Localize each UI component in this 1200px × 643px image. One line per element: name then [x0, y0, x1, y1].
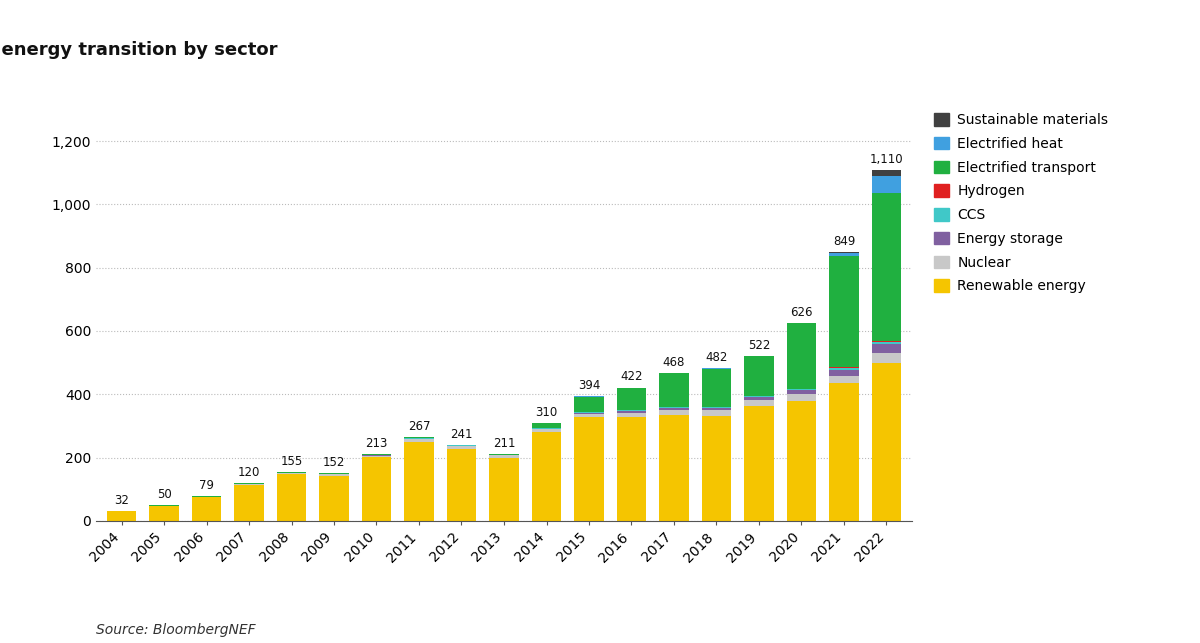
- Text: 50: 50: [157, 488, 172, 501]
- Bar: [361, 454, 391, 455]
- Text: 155: 155: [281, 455, 302, 468]
- Bar: [617, 413, 647, 417]
- Bar: [787, 390, 816, 394]
- Bar: [361, 457, 391, 521]
- Bar: [149, 506, 179, 521]
- Bar: [277, 473, 306, 475]
- Bar: [744, 400, 774, 406]
- Text: Figure 1: Global investment in energy transition by sector: Figure 1: Global investment in energy tr…: [0, 41, 277, 59]
- Bar: [659, 374, 689, 406]
- Bar: [871, 341, 901, 342]
- Bar: [617, 417, 647, 521]
- Text: Source: BloombergNEF: Source: BloombergNEF: [96, 622, 256, 637]
- Bar: [234, 484, 264, 485]
- Bar: [871, 194, 901, 341]
- Bar: [871, 363, 901, 521]
- Text: 213: 213: [365, 437, 388, 449]
- Bar: [871, 342, 901, 344]
- Bar: [617, 410, 647, 411]
- Bar: [829, 253, 859, 256]
- Bar: [829, 256, 859, 367]
- Bar: [277, 472, 306, 473]
- Bar: [107, 511, 137, 521]
- Bar: [319, 476, 349, 521]
- Bar: [871, 176, 901, 194]
- Bar: [829, 368, 859, 370]
- Bar: [404, 437, 434, 439]
- Text: 394: 394: [578, 379, 600, 392]
- Bar: [702, 416, 731, 521]
- Legend: Sustainable materials, Electrified heat, Electrified transport, Hydrogen, CCS, E: Sustainable materials, Electrified heat,…: [929, 107, 1114, 299]
- Bar: [744, 396, 774, 397]
- Bar: [574, 413, 604, 414]
- Bar: [234, 483, 264, 484]
- Bar: [871, 344, 901, 353]
- Bar: [829, 370, 859, 376]
- Bar: [829, 376, 859, 383]
- Text: 241: 241: [450, 428, 473, 440]
- Text: 422: 422: [620, 370, 643, 383]
- Text: 482: 482: [706, 352, 727, 365]
- Bar: [659, 410, 689, 415]
- Bar: [574, 397, 604, 412]
- Bar: [617, 388, 647, 410]
- Bar: [574, 414, 604, 417]
- Bar: [319, 475, 349, 476]
- Text: 79: 79: [199, 479, 214, 492]
- Bar: [787, 394, 816, 401]
- Bar: [404, 439, 434, 442]
- Bar: [490, 455, 518, 458]
- Bar: [744, 356, 774, 395]
- Text: 152: 152: [323, 456, 346, 469]
- Bar: [574, 417, 604, 521]
- Bar: [277, 475, 306, 521]
- Bar: [446, 449, 476, 521]
- Bar: [702, 406, 731, 408]
- Text: 32: 32: [114, 494, 128, 507]
- Bar: [787, 401, 816, 521]
- Bar: [617, 411, 647, 413]
- Bar: [404, 442, 434, 521]
- Text: 626: 626: [791, 306, 812, 319]
- Text: 310: 310: [535, 406, 558, 419]
- Text: 849: 849: [833, 235, 856, 248]
- Bar: [871, 353, 901, 363]
- Bar: [192, 498, 221, 521]
- Text: 1,110: 1,110: [870, 153, 904, 166]
- Bar: [361, 456, 391, 457]
- Bar: [659, 408, 689, 410]
- Text: 120: 120: [238, 466, 260, 479]
- Bar: [490, 458, 518, 521]
- Bar: [744, 406, 774, 521]
- Bar: [702, 410, 731, 416]
- Bar: [702, 369, 731, 406]
- Bar: [744, 397, 774, 400]
- Text: 522: 522: [748, 339, 770, 352]
- Bar: [532, 432, 562, 521]
- Bar: [659, 415, 689, 521]
- Text: 211: 211: [493, 437, 515, 450]
- Bar: [787, 389, 816, 390]
- Text: 267: 267: [408, 419, 431, 433]
- Bar: [532, 430, 562, 432]
- Bar: [659, 406, 689, 408]
- Text: 468: 468: [662, 356, 685, 369]
- Bar: [829, 383, 859, 521]
- Bar: [446, 446, 476, 449]
- Bar: [787, 323, 816, 389]
- Bar: [234, 485, 264, 521]
- Bar: [532, 423, 562, 428]
- Bar: [871, 170, 901, 176]
- Bar: [829, 252, 859, 253]
- Bar: [702, 408, 731, 410]
- Bar: [319, 473, 349, 474]
